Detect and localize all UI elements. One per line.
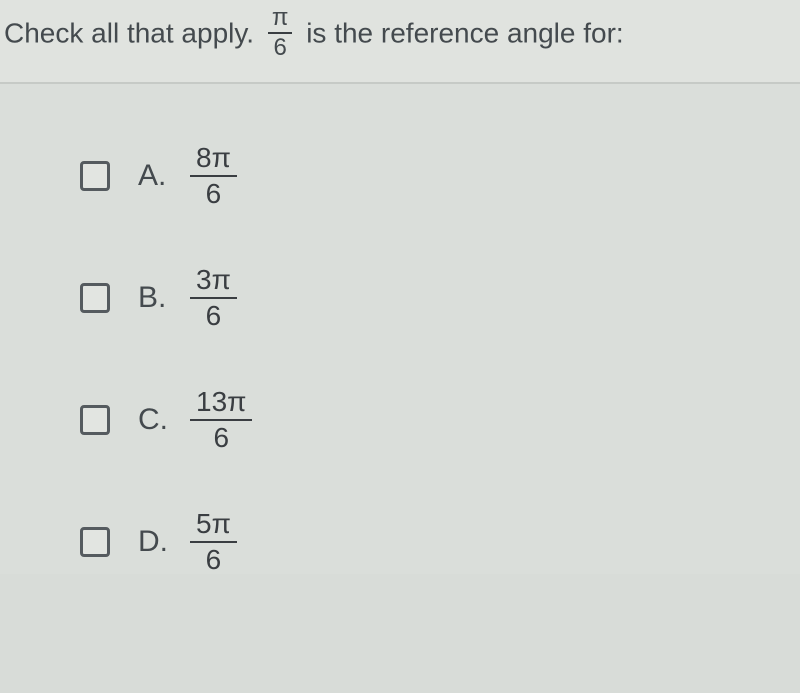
option-d-denominator: 6 (190, 543, 237, 574)
option-d[interactable]: D. 5π 6 (80, 510, 800, 574)
option-b-denominator: 6 (190, 299, 237, 330)
option-b-fraction: 3π 6 (190, 266, 237, 330)
checkbox-a[interactable] (80, 161, 110, 191)
prompt-fraction-denominator: 6 (268, 34, 293, 60)
option-a-label: A. (138, 159, 172, 193)
option-b-label: B. (138, 281, 172, 315)
prompt-text-after: is the reference angle for: (306, 17, 624, 48)
prompt-fraction: π 6 (268, 6, 293, 60)
checkbox-b[interactable] (80, 283, 110, 313)
option-c-numerator: 13π (190, 388, 252, 421)
option-c-fraction: 13π 6 (190, 388, 252, 452)
option-a-numerator: 8π (190, 144, 237, 177)
option-a[interactable]: A. 8π 6 (80, 144, 800, 208)
options-list: A. 8π 6 B. 3π 6 C. 13π 6 D. (0, 84, 800, 574)
option-a-denominator: 6 (190, 177, 237, 208)
option-c-denominator: 6 (190, 421, 252, 452)
option-b[interactable]: B. 3π 6 (80, 266, 800, 330)
question-prompt: Check all that apply. π 6 is the referen… (0, 0, 800, 84)
quiz-page: Check all that apply. π 6 is the referen… (0, 0, 800, 574)
prompt-text-before: Check all that apply. (4, 17, 254, 48)
option-d-fraction: 5π 6 (190, 510, 237, 574)
option-c[interactable]: C. 13π 6 (80, 388, 800, 452)
checkbox-d[interactable] (80, 527, 110, 557)
checkbox-c[interactable] (80, 405, 110, 435)
option-b-numerator: 3π (190, 266, 237, 299)
option-c-label: C. (138, 403, 172, 437)
prompt-fraction-numerator: π (268, 6, 293, 34)
option-d-label: D. (138, 525, 172, 559)
option-d-numerator: 5π (190, 510, 237, 543)
option-a-fraction: 8π 6 (190, 144, 237, 208)
